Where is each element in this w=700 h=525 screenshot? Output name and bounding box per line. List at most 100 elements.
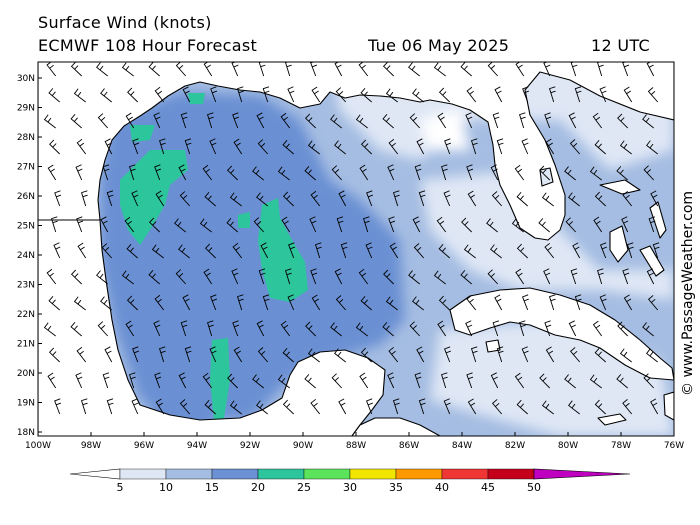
wind-barb <box>564 166 576 181</box>
wind-barb <box>470 346 478 363</box>
wind-barb <box>408 62 420 77</box>
wind-barb <box>599 242 607 259</box>
wind-barb <box>106 190 114 207</box>
legend-swatch <box>487 468 535 480</box>
lon-tick-label: 82W <box>505 441 525 451</box>
wind-barb <box>626 242 634 259</box>
wind-barb <box>621 216 629 233</box>
wind-barb <box>334 268 343 285</box>
wind-barb <box>570 268 578 285</box>
wind-barb <box>388 346 399 363</box>
wind-barb <box>521 294 529 311</box>
wind-barb <box>392 398 400 415</box>
wind-barb <box>209 346 217 363</box>
wind-barb <box>43 114 56 129</box>
wind-barb <box>182 294 191 311</box>
wind-barb <box>154 86 165 103</box>
lat-tick-label: 24N <box>17 251 35 261</box>
wind-barb <box>104 346 113 363</box>
wind-barb <box>538 218 550 233</box>
wind-barb <box>124 216 135 233</box>
wind-barb <box>465 320 473 337</box>
wind-barb <box>256 112 265 129</box>
wind-barb <box>101 243 113 259</box>
wind-barb <box>622 268 630 285</box>
axis-ticks: 30N 29N 28N 27N 26N 25N 24N 23N 22N 21N 20N 19N 18N 1… <box>17 74 684 451</box>
wind-barb <box>184 138 192 155</box>
legend-label: 25 <box>297 481 311 494</box>
wind-barb <box>155 398 165 415</box>
wind-barb <box>572 242 581 259</box>
wind-barb <box>619 348 632 363</box>
wind-barb <box>282 347 294 363</box>
wind-barb <box>46 268 57 285</box>
wind-barb <box>360 139 373 155</box>
wind-barb <box>589 374 602 389</box>
wind-barb <box>305 321 317 337</box>
wind-barb <box>338 190 347 207</box>
wind-barb <box>363 216 370 233</box>
wind-barb <box>97 321 109 337</box>
wind-barb <box>467 190 477 207</box>
legend-swatch <box>349 468 397 480</box>
lat-tick-label: 21N <box>17 340 35 350</box>
wind-barb <box>47 164 57 181</box>
wind-barb <box>568 192 580 207</box>
wind-barb <box>548 294 556 311</box>
wind-barb <box>355 322 368 337</box>
wind-barb <box>252 166 264 181</box>
wind-barb <box>355 114 368 129</box>
wind-barb <box>232 112 240 129</box>
wind-barb <box>252 374 264 389</box>
wind-barb <box>180 320 188 337</box>
wind-barb <box>154 372 162 389</box>
wind-barb <box>77 242 87 259</box>
wind-barb <box>206 112 214 129</box>
wind-barb <box>304 374 316 389</box>
wind-barb <box>414 164 422 181</box>
wind-barb <box>43 322 56 337</box>
wind-barb <box>387 164 395 181</box>
legend-swatch <box>165 468 213 480</box>
wind-barb <box>541 400 554 415</box>
wind-barb <box>443 346 451 363</box>
wind-barb <box>70 269 83 285</box>
wind-barb <box>412 296 424 311</box>
wind-barb <box>642 322 654 337</box>
forecast-time: 12 UTC <box>591 36 650 55</box>
wind-barb <box>543 268 551 285</box>
wind-barb <box>487 62 499 77</box>
legend-label: 35 <box>389 481 403 494</box>
wind-barbs <box>43 62 660 415</box>
lat-tick-label: 18N <box>17 428 35 438</box>
legend-label: 30 <box>343 481 357 494</box>
wind-barb <box>310 62 318 77</box>
wind-barb <box>204 399 216 415</box>
wind-barb <box>125 112 135 129</box>
wind-barb <box>280 320 291 337</box>
wind-barb <box>96 270 108 285</box>
cuba-land <box>449 287 674 381</box>
wind-barb <box>594 399 606 415</box>
wind-barb <box>158 346 166 363</box>
wind-barb <box>148 62 160 77</box>
wind-barb <box>494 294 503 311</box>
wind-barb <box>521 346 529 363</box>
wind-barb <box>515 268 525 285</box>
legend-swatch <box>211 468 259 480</box>
wind-barb <box>282 140 294 155</box>
wind-barb <box>619 140 632 155</box>
wind-barb <box>97 113 109 129</box>
wind-barb <box>461 217 473 233</box>
wind-barb <box>336 216 344 233</box>
wind-barb <box>516 191 528 207</box>
lat-tick-label: 23N <box>17 281 35 291</box>
wind-barb <box>153 320 161 337</box>
wind-barb <box>229 192 242 207</box>
wind-barb <box>184 346 192 363</box>
wind-barb <box>50 216 58 233</box>
wind-barb <box>360 88 372 103</box>
lon-tick-label: 76W <box>664 441 684 451</box>
legend-swatch <box>119 468 167 480</box>
